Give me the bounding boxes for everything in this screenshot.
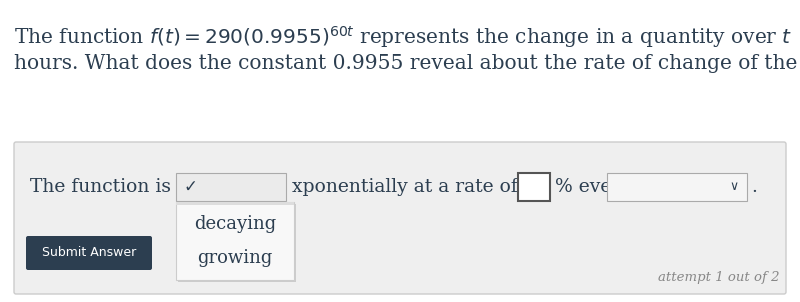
- Text: ✓: ✓: [184, 178, 198, 196]
- Text: The function $f(t) = 290(0.9955)^{60t}$ represents the change in a quantity over: The function $f(t) = 290(0.9955)^{60t}$ …: [14, 24, 793, 50]
- FancyBboxPatch shape: [176, 173, 286, 201]
- Text: xponentially at a rate of: xponentially at a rate of: [292, 178, 518, 196]
- Text: growing: growing: [198, 249, 273, 267]
- FancyBboxPatch shape: [607, 173, 747, 201]
- FancyBboxPatch shape: [26, 236, 152, 270]
- Text: Submit Answer: Submit Answer: [42, 246, 136, 259]
- Text: decaying: decaying: [194, 215, 276, 233]
- Text: hours. What does the constant 0.9955 reveal about the rate of change of the quan: hours. What does the constant 0.9955 rev…: [14, 54, 800, 73]
- Text: attempt 1 out of 2: attempt 1 out of 2: [658, 271, 780, 284]
- Text: % every: % every: [555, 178, 631, 196]
- FancyBboxPatch shape: [518, 173, 550, 201]
- Text: ∨: ∨: [730, 181, 739, 194]
- FancyBboxPatch shape: [178, 204, 296, 282]
- Text: The function is: The function is: [30, 178, 171, 196]
- Text: .: .: [751, 178, 757, 196]
- FancyBboxPatch shape: [14, 142, 786, 294]
- Bar: [176, 202, 294, 205]
- FancyBboxPatch shape: [176, 202, 294, 280]
